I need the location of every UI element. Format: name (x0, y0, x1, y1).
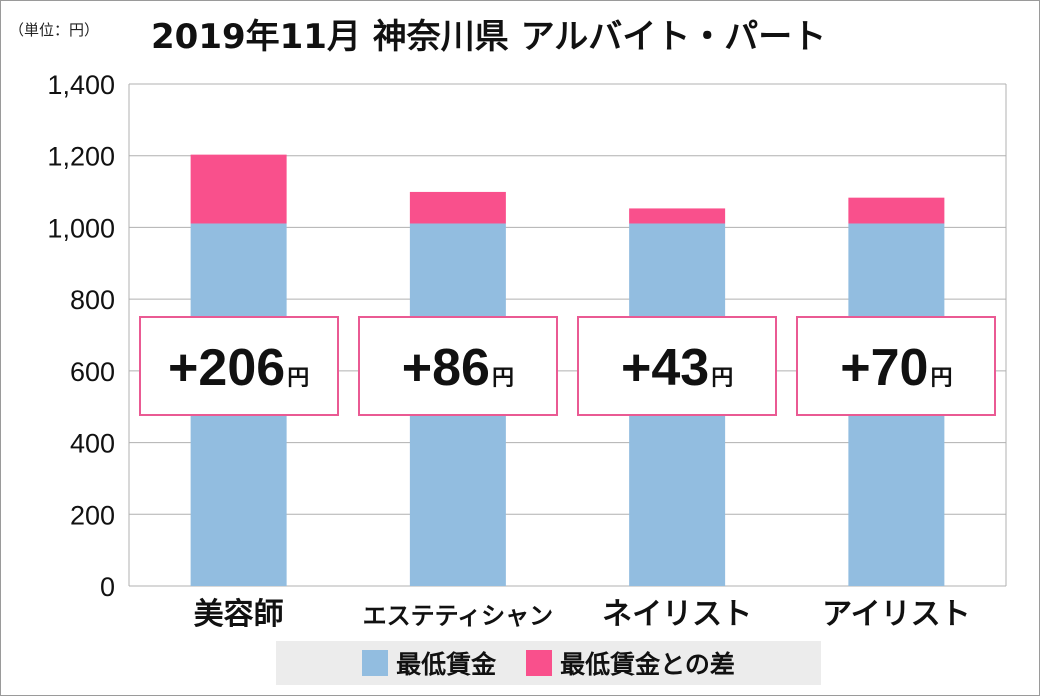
x-category-label: ネイリスト (602, 597, 752, 632)
callout-unit: 円 (287, 365, 310, 390)
callout-value: +43 (621, 339, 710, 397)
y-tick-label: 1,200 (47, 142, 115, 172)
difference-callout: +206 円 (138, 316, 339, 416)
bar-segment-difference (848, 197, 945, 224)
y-tick-label: 200 (70, 500, 115, 530)
chart-title: 2019年11月 神奈川県 アルバイト・パート (151, 17, 827, 57)
x-category-label: アイリスト (822, 597, 971, 632)
callout-value: +206 (168, 339, 286, 397)
y-tick-label: 800 (70, 285, 115, 315)
y-tick-label: 0 (100, 572, 115, 602)
callout-unit: 円 (930, 365, 953, 390)
legend-item-difference: 最低賃金との差 (526, 645, 735, 681)
chart-legend: 最低賃金 最低賃金との差 (276, 641, 821, 685)
callout-value: +70 (840, 339, 929, 397)
legend-item-min-wage: 最低賃金 (362, 645, 496, 681)
legend-label-min-wage: 最低賃金 (396, 650, 497, 679)
legend-swatch-difference (526, 650, 553, 676)
callout-value: +86 (401, 339, 490, 397)
legend-swatch-min-wage (362, 650, 389, 676)
legend-label-difference: 最低賃金との差 (560, 650, 735, 679)
unit-note: （単位：円） (9, 21, 100, 39)
bar-segment-difference (629, 208, 726, 224)
callout-unit: 円 (711, 365, 734, 390)
x-category-label: エステティシャン (363, 602, 554, 630)
x-category-label: 美容師 (194, 597, 284, 632)
y-tick-label: 1,000 (47, 213, 115, 243)
callout-unit: 円 (491, 365, 514, 390)
bar-segment-difference (409, 191, 506, 224)
difference-callout: +43 円 (577, 316, 778, 416)
y-tick-label: 1,400 (47, 70, 115, 100)
y-tick-label: 600 (70, 357, 115, 387)
y-tick-label: 400 (70, 429, 115, 459)
difference-callout: +70 円 (796, 316, 997, 416)
bar-segment-difference (190, 154, 287, 224)
difference-callout: +86 円 (357, 316, 558, 416)
